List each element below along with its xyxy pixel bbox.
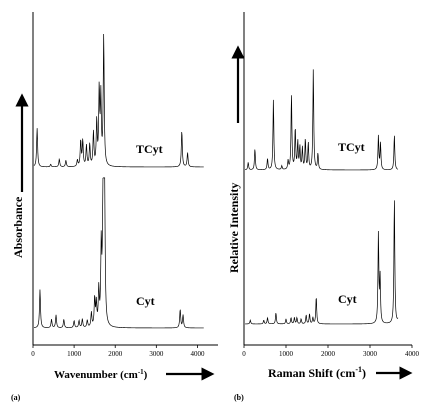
panel-a-label: (a) xyxy=(11,393,21,402)
x-tick-label: 1000 xyxy=(67,350,82,358)
x-tick-label: 2000 xyxy=(108,350,123,358)
panel-b-y-label: Relative Intensity xyxy=(227,183,241,273)
panel-a: 0 1000 2000 3000 4000 TCyt Cyt Absorbance Wa… xyxy=(11,12,218,402)
panel-b: 0 1000 2000 3000 4000 TCyt Cyt Relative Inte… xyxy=(227,12,420,402)
x-tick-label: 0 xyxy=(31,350,35,358)
panel-b-series-tcyt-label: TCyt xyxy=(338,140,365,154)
panel-b-x-ticks: 0 1000 2000 3000 4000 xyxy=(242,345,420,358)
panel-b-x-label-text: Raman Shift (cm xyxy=(268,366,355,380)
panel-a-x-label-text: Wavenumber (cm xyxy=(54,369,138,381)
panel-b-x-label-sup: -1 xyxy=(355,365,362,374)
x-tick-label: 4000 xyxy=(405,350,420,358)
panel-b-series-cyt-line xyxy=(244,200,399,325)
panel-b-series-cyt-label: Cyt xyxy=(338,292,357,306)
x-tick-label: 4000 xyxy=(190,350,205,358)
panel-a-x-label-close: ) xyxy=(144,369,148,381)
x-tick-label: 2000 xyxy=(321,350,336,358)
x-tick-label: 3000 xyxy=(149,350,164,358)
panel-b-series-tcyt-line xyxy=(244,69,399,171)
panel-b-x-label: Raman Shift (cm-1) xyxy=(268,365,366,380)
panel-b-label: (b) xyxy=(234,393,244,402)
x-tick-label: 1000 xyxy=(279,350,294,358)
panel-a-x-label-sup: -1 xyxy=(138,368,144,376)
panel-a-series-cyt-label: Cyt xyxy=(136,294,155,308)
panel-a-series-tcyt-line xyxy=(33,33,204,168)
panel-a-y-label: Absorbance xyxy=(11,196,25,258)
panel-b-x-label-close: ) xyxy=(362,366,366,380)
panel-a-x-ticks: 0 1000 2000 3000 4000 xyxy=(31,345,205,358)
panel-a-x-label: Wavenumber (cm-1) xyxy=(54,368,148,381)
panel-a-series-cyt-line xyxy=(33,177,204,329)
x-tick-label: 0 xyxy=(242,350,246,358)
x-tick-label: 3000 xyxy=(363,350,378,358)
panel-a-series-tcyt-label: TCyt xyxy=(136,142,163,156)
